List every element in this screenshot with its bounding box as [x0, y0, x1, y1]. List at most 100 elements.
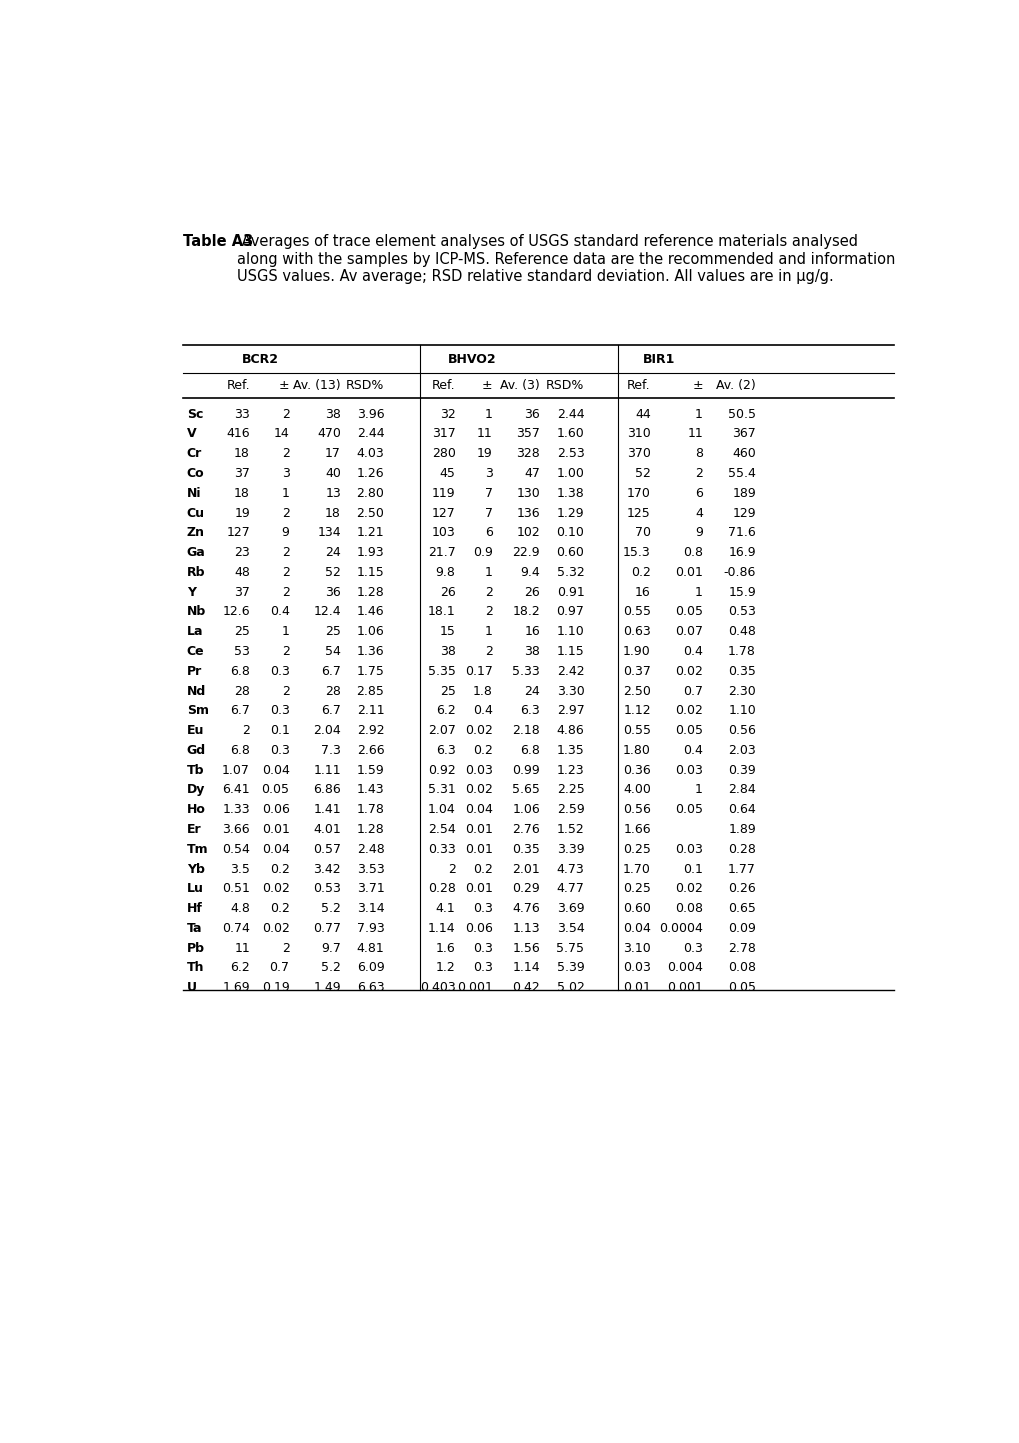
Text: 0.08: 0.08 [675, 902, 702, 915]
Text: 11: 11 [687, 427, 702, 440]
Text: 2: 2 [484, 606, 492, 619]
Text: 1: 1 [281, 486, 289, 499]
Text: 5.35: 5.35 [427, 665, 455, 678]
Text: 0.36: 0.36 [623, 763, 650, 776]
Text: 23: 23 [234, 545, 250, 558]
Text: 1.21: 1.21 [357, 527, 384, 540]
Text: 1.14: 1.14 [428, 922, 455, 935]
Text: 1.14: 1.14 [512, 961, 540, 974]
Text: 12.4: 12.4 [313, 606, 340, 619]
Text: 1.10: 1.10 [728, 704, 755, 717]
Text: Ce: Ce [186, 645, 204, 658]
Text: Table A3: Table A3 [182, 234, 253, 250]
Text: Yb: Yb [186, 863, 205, 876]
Text: Ref.: Ref. [627, 380, 650, 392]
Text: 12.6: 12.6 [222, 606, 250, 619]
Text: 4: 4 [694, 506, 702, 519]
Text: 0.53: 0.53 [728, 606, 755, 619]
Text: 1.10: 1.10 [556, 625, 584, 638]
Text: 0.01: 0.01 [465, 843, 492, 856]
Text: 0.02: 0.02 [465, 784, 492, 797]
Text: 0.56: 0.56 [728, 724, 755, 737]
Text: Tm: Tm [186, 843, 208, 856]
Text: 134: 134 [317, 527, 340, 540]
Text: 18: 18 [234, 486, 250, 499]
Text: 0.04: 0.04 [623, 922, 650, 935]
Text: Lu: Lu [186, 882, 204, 895]
Text: Er: Er [186, 823, 201, 835]
Text: 1.70: 1.70 [623, 863, 650, 876]
Text: 2.92: 2.92 [357, 724, 384, 737]
Text: 0.55: 0.55 [623, 724, 650, 737]
Text: 37: 37 [234, 468, 250, 481]
Text: 1.36: 1.36 [357, 645, 384, 658]
Text: 6: 6 [484, 527, 492, 540]
Text: 1: 1 [281, 625, 289, 638]
Text: 0.05: 0.05 [675, 606, 702, 619]
Text: 370: 370 [627, 447, 650, 460]
Text: 3.42: 3.42 [313, 863, 340, 876]
Text: 2.18: 2.18 [512, 724, 540, 737]
Text: Ga: Ga [186, 545, 206, 558]
Text: 0.8: 0.8 [683, 545, 702, 558]
Text: 0.39: 0.39 [728, 763, 755, 776]
Text: 16: 16 [524, 625, 540, 638]
Text: 4.00: 4.00 [623, 784, 650, 797]
Text: 28: 28 [325, 684, 340, 697]
Text: 18.2: 18.2 [512, 606, 540, 619]
Text: 6.63: 6.63 [357, 981, 384, 994]
Text: 14: 14 [273, 427, 289, 440]
Text: 2: 2 [447, 863, 455, 876]
Text: 0.54: 0.54 [222, 843, 250, 856]
Text: 9.8: 9.8 [435, 566, 455, 579]
Text: 1.93: 1.93 [357, 545, 384, 558]
Text: 2: 2 [281, 506, 289, 519]
Text: 0.35: 0.35 [512, 843, 540, 856]
Text: 0.4: 0.4 [473, 704, 492, 717]
Text: 0.06: 0.06 [262, 804, 289, 817]
Text: BHVO2: BHVO2 [447, 352, 496, 365]
Text: 54: 54 [325, 645, 340, 658]
Text: 0.56: 0.56 [623, 804, 650, 817]
Text: Rb: Rb [186, 566, 205, 579]
Text: 2.04: 2.04 [313, 724, 340, 737]
Text: 16.9: 16.9 [728, 545, 755, 558]
Text: 45: 45 [439, 468, 455, 481]
Text: -0.86: -0.86 [722, 566, 755, 579]
Text: 2.54: 2.54 [427, 823, 455, 835]
Text: 0.2: 0.2 [473, 863, 492, 876]
Text: 1.35: 1.35 [556, 745, 584, 758]
Text: 2.44: 2.44 [357, 427, 384, 440]
Text: 2.07: 2.07 [427, 724, 455, 737]
Text: 4.8: 4.8 [230, 902, 250, 915]
Text: 1.04: 1.04 [427, 804, 455, 817]
Text: 25: 25 [439, 684, 455, 697]
Text: 6.8: 6.8 [230, 745, 250, 758]
Text: 15.3: 15.3 [623, 545, 650, 558]
Text: Sc: Sc [186, 408, 203, 421]
Text: 9: 9 [281, 527, 289, 540]
Text: Nb: Nb [186, 606, 206, 619]
Text: 0.1: 0.1 [269, 724, 289, 737]
Text: 0.2: 0.2 [631, 566, 650, 579]
Text: 9.7: 9.7 [321, 942, 340, 955]
Text: 1: 1 [484, 625, 492, 638]
Text: 189: 189 [732, 486, 755, 499]
Text: 25: 25 [234, 625, 250, 638]
Text: 2: 2 [281, 408, 289, 421]
Text: 1.33: 1.33 [222, 804, 250, 817]
Text: 2.42: 2.42 [556, 665, 584, 678]
Text: 8: 8 [694, 447, 702, 460]
Text: 0.28: 0.28 [427, 882, 455, 895]
Text: 2: 2 [484, 645, 492, 658]
Text: 36: 36 [325, 586, 340, 599]
Text: 119: 119 [431, 486, 455, 499]
Text: 0.403: 0.403 [420, 981, 455, 994]
Text: Ni: Ni [186, 486, 201, 499]
Text: 2.44: 2.44 [556, 408, 584, 421]
Text: 136: 136 [516, 506, 540, 519]
Text: 9: 9 [694, 527, 702, 540]
Text: Averages of trace element analyses of USGS standard reference materials analysed: Averages of trace element analyses of US… [236, 234, 894, 284]
Text: 127: 127 [431, 506, 455, 519]
Text: 0.02: 0.02 [675, 665, 702, 678]
